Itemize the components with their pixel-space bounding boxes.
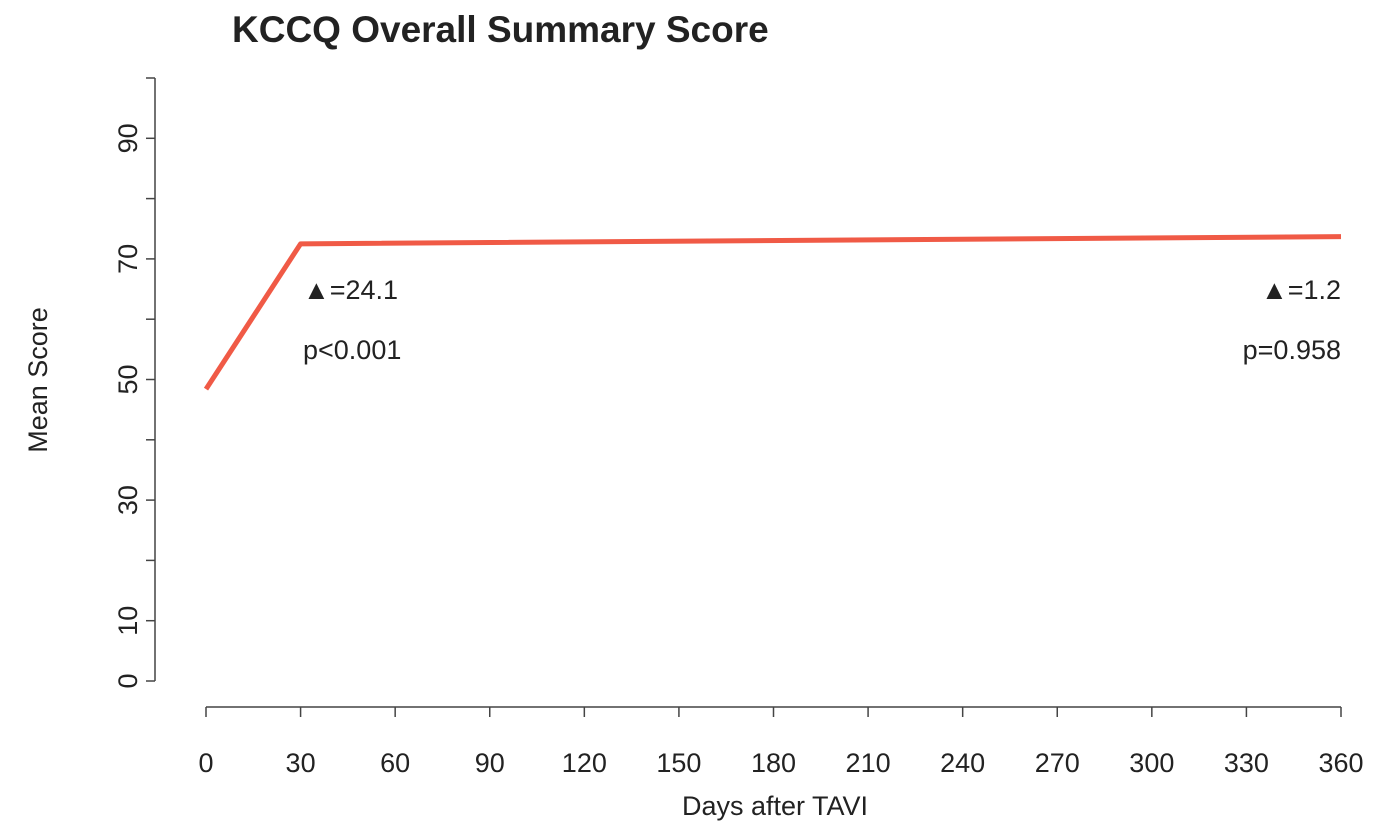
y-axis-label: Mean Score	[23, 307, 53, 453]
x-tick-label: 180	[751, 748, 796, 778]
annotation: p<0.001	[303, 335, 401, 365]
line	[203, 234, 1342, 391]
x-tick-label: 210	[846, 748, 891, 778]
x-tick-label: 240	[940, 748, 985, 778]
x-tick-label: 90	[475, 748, 505, 778]
x-axis-label: Days after TAVI	[682, 791, 868, 821]
y-tick-label: 10	[113, 606, 143, 636]
annotation: p=0.958	[1243, 335, 1341, 365]
x-tick-label: 60	[380, 748, 410, 778]
annotation: ▲=1.2	[1261, 275, 1341, 305]
annotation: ▲=24.1	[303, 275, 398, 305]
x-tick-label: 0	[198, 748, 213, 778]
x-tick-label: 330	[1224, 748, 1269, 778]
y-tick-label: 50	[113, 364, 143, 394]
x-tick-label: 150	[656, 748, 701, 778]
x-tick-label: 120	[562, 748, 607, 778]
chart-title: KCCQ Overall Summary Score	[232, 9, 769, 50]
y-tick-label: 90	[113, 123, 143, 153]
y-tick-label: 70	[113, 244, 143, 274]
y-tick-label: 30	[113, 485, 143, 515]
x-tick-label: 30	[286, 748, 316, 778]
x-tick-label: 300	[1129, 748, 1174, 778]
y-tick-label: 0	[113, 673, 143, 688]
x-tick-label: 270	[1035, 748, 1080, 778]
x-tick-label: 360	[1318, 748, 1363, 778]
